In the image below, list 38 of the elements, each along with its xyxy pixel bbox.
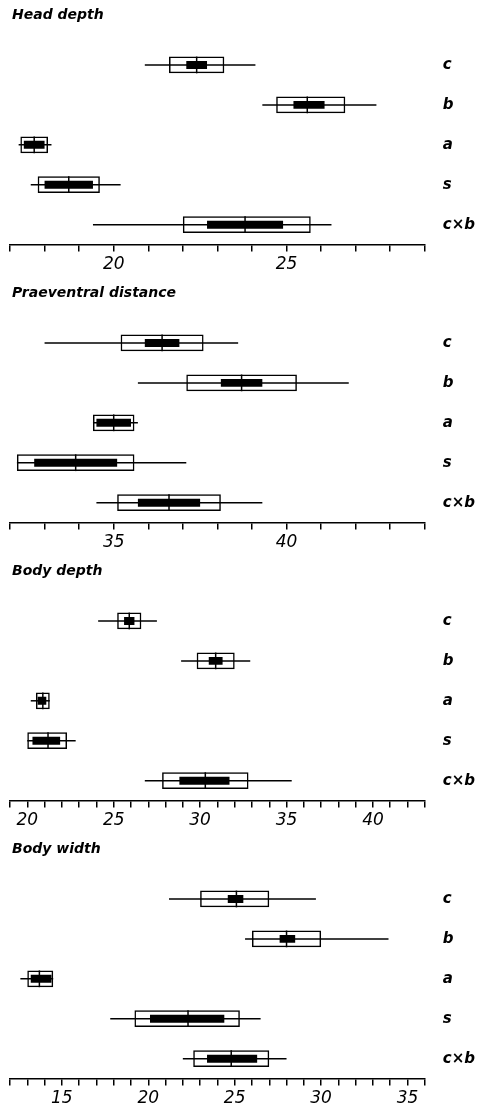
y-tick-label: c×b [442, 214, 476, 233]
y-tick-label: c×b [442, 492, 476, 511]
x-tick-label: 35 [102, 531, 125, 552]
y-tick-label: b [442, 94, 454, 113]
x-tick-label: 30 [189, 809, 211, 830]
chart-title: Head depth [11, 5, 105, 24]
chart-title: Body width [11, 839, 102, 858]
x-tick-label: 35 [275, 809, 298, 830]
y-tick-label: c [442, 888, 452, 907]
y-tick-label: a [442, 134, 453, 153]
y-tick-label: s [442, 174, 452, 193]
y-tick-label: b [442, 928, 454, 947]
x-tick-label: 30 [310, 1087, 332, 1108]
y-tick-label: a [442, 412, 453, 431]
x-tick-label: 35 [396, 1087, 419, 1108]
x-tick-label: 25 [102, 809, 125, 830]
x-tick-label: 25 [223, 1087, 246, 1108]
y-tick-label: a [442, 690, 453, 709]
y-tick-label: c×b [442, 770, 476, 789]
y-tick-label: b [442, 650, 454, 669]
x-tick-label: 20 [16, 809, 39, 830]
y-tick-label: s [442, 452, 452, 471]
x-tick-label: 20 [137, 1087, 160, 1108]
chart-title: Praeventral distance [11, 283, 178, 302]
chart-title: Body depth [11, 561, 104, 580]
y-tick-label: a [442, 968, 453, 987]
x-tick-label: 15 [51, 1087, 73, 1108]
y-tick-label: c [442, 54, 452, 73]
y-tick-label: c [442, 332, 452, 351]
y-tick-label: c×b [442, 1048, 476, 1067]
y-tick-label: s [442, 1008, 452, 1027]
x-tick-label: 20 [102, 253, 125, 274]
x-tick-label: 25 [275, 253, 298, 274]
y-tick-label: b [442, 372, 454, 391]
y-tick-label: s [442, 730, 452, 749]
x-tick-label: 40 [362, 809, 384, 830]
y-tick-label: c [442, 610, 452, 629]
x-tick-label: 40 [275, 531, 298, 552]
